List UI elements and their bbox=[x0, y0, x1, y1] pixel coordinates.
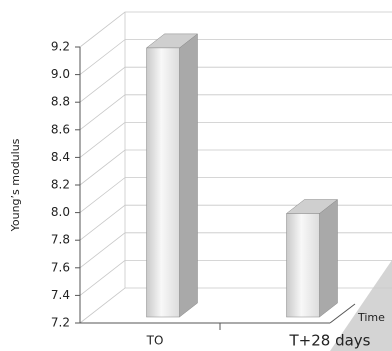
y-tick-label: 7.8 bbox=[51, 233, 70, 247]
y-axis-title: Young’s modulus bbox=[9, 138, 22, 232]
x-axis-depth bbox=[329, 303, 356, 324]
bar-side bbox=[179, 33, 198, 318]
grid-line bbox=[79, 149, 392, 186]
grid-line bbox=[79, 204, 392, 241]
grid-line bbox=[79, 232, 392, 269]
grid-line bbox=[79, 11, 392, 48]
y-tick-label: 8.0 bbox=[51, 205, 70, 219]
background-shape bbox=[330, 260, 392, 351]
x-axis-title: Time bbox=[357, 311, 385, 324]
y-tick-label: 9.2 bbox=[51, 40, 70, 54]
bar-side bbox=[319, 198, 338, 318]
y-tick-label: 7.6 bbox=[51, 260, 70, 274]
y-tick-label: 7.2 bbox=[51, 316, 70, 330]
bar bbox=[286, 213, 320, 318]
x-tick-label: T+28 days bbox=[289, 332, 371, 350]
grid-line bbox=[79, 94, 392, 131]
grid-line bbox=[79, 66, 392, 103]
y-tick-label: 9.0 bbox=[51, 67, 70, 81]
grid-line bbox=[79, 122, 392, 158]
y-tick-label: 8.4 bbox=[51, 150, 70, 164]
x-tick-label: TO bbox=[146, 334, 164, 348]
grid-line bbox=[79, 287, 392, 324]
grid-line bbox=[79, 177, 392, 213]
grid-line bbox=[79, 260, 392, 296]
y-tick-label: 8.8 bbox=[51, 95, 70, 109]
y-tick-label: 7.4 bbox=[51, 288, 70, 302]
bar bbox=[146, 47, 180, 318]
y-tick-label: 8.2 bbox=[51, 178, 70, 192]
grid-line bbox=[79, 39, 392, 75]
y-tick-label: 8.6 bbox=[51, 122, 70, 136]
